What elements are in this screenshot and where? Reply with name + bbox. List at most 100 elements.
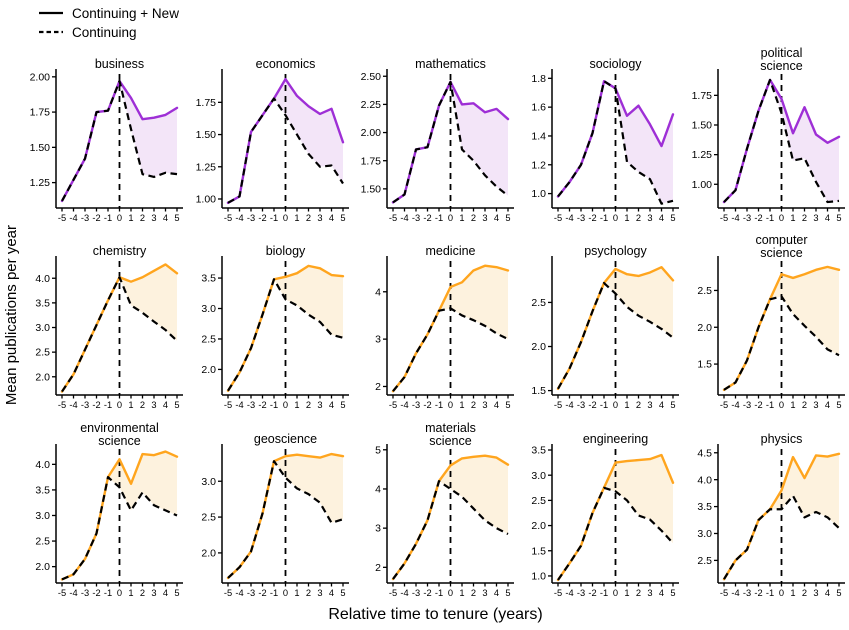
x-tick-label: 1 — [459, 400, 464, 410]
x-tick-label: 2 — [140, 588, 145, 598]
x-tick-label: 2 — [636, 400, 641, 410]
gap-fill-area — [558, 81, 674, 204]
legend-label-continuing: Continuing — [72, 24, 137, 40]
x-tick-label: -4 — [70, 588, 78, 598]
x-tick-label: 5 — [175, 400, 180, 410]
x-tick-label: 3 — [648, 213, 653, 223]
x-tick-label: 1 — [129, 588, 134, 598]
x-tick-label: 3 — [317, 400, 322, 410]
x-tick-label: -5 — [554, 588, 562, 598]
x-tick-label: 3 — [648, 400, 653, 410]
y-tick-label: 1.75 — [30, 107, 51, 119]
y-tick-label: 3.0 — [697, 528, 712, 540]
panel-title: science — [760, 246, 802, 260]
panel-title: environmental — [80, 421, 159, 435]
y-tick-label: 3.5 — [36, 298, 51, 310]
x-tick-label: 1 — [790, 213, 795, 223]
panel-title: physics — [760, 432, 802, 446]
x-tick-label: 0 — [779, 213, 784, 223]
y-tick-label: 1.00 — [195, 194, 216, 206]
y-tick-label: 3.0 — [201, 304, 216, 316]
x-tick-label: -2 — [93, 400, 101, 410]
x-tick-label: -5 — [720, 400, 728, 410]
y-tick-label: 2.5 — [532, 298, 547, 310]
gap-fill-area — [62, 264, 178, 393]
y-tick-label: 1.50 — [361, 184, 382, 196]
x-tick-label: -2 — [258, 588, 266, 598]
x-tick-label: -5 — [389, 588, 397, 598]
x-tick-label: 5 — [505, 588, 510, 598]
x-tick-label: 1 — [294, 213, 299, 223]
x-tick-label: 0 — [779, 400, 784, 410]
gap-fill-area — [62, 81, 178, 202]
x-tick-label: -4 — [70, 213, 78, 223]
x-tick-label: -5 — [389, 400, 397, 410]
x-tick-label: 4 — [659, 213, 664, 223]
x-tick-label: 3 — [813, 213, 818, 223]
x-tick-label: -2 — [589, 588, 597, 598]
continuing-plus-new-line — [226, 78, 344, 205]
x-tick-label: 4 — [659, 400, 664, 410]
continuing-line — [61, 475, 178, 581]
x-tick-label: 2 — [306, 400, 311, 410]
x-tick-label: 2 — [471, 213, 476, 223]
x-tick-label: 4 — [329, 213, 334, 223]
x-tick-label: -3 — [81, 588, 89, 598]
continuing-line — [392, 307, 509, 393]
x-tick-label: -3 — [81, 213, 89, 223]
x-tick-label: 1 — [129, 400, 134, 410]
x-tick-label: 2 — [140, 400, 145, 410]
x-tick-label: 4 — [659, 588, 664, 598]
x-tick-label: 0 — [117, 588, 122, 598]
x-tick-label: -5 — [720, 588, 728, 598]
panel-title: engineering — [583, 432, 648, 446]
x-tick-label: -4 — [566, 213, 574, 223]
x-tick-label: 5 — [836, 588, 841, 598]
continuing-plus-new-line — [722, 78, 840, 204]
x-tick-label: -2 — [754, 213, 762, 223]
x-tick-label: -1 — [600, 213, 608, 223]
y-tick-label: 3 — [375, 523, 381, 535]
y-tick-label: 2.0 — [532, 520, 547, 532]
x-tick-label: 5 — [505, 400, 510, 410]
x-tick-label: 2 — [306, 213, 311, 223]
y-tick-label: 3.0 — [36, 323, 51, 335]
x-tick-label: 1 — [790, 400, 795, 410]
x-tick-label: -4 — [566, 400, 574, 410]
x-tick-label: -5 — [554, 213, 562, 223]
x-tick-label: 0 — [283, 400, 288, 410]
x-tick-label: 5 — [340, 213, 345, 223]
y-axis-label-text: Mean publications per year — [2, 224, 20, 406]
panel-title: science — [429, 434, 471, 448]
y-tick-label: 2.5 — [697, 286, 712, 298]
panel-title: materials — [425, 421, 476, 435]
x-tick-label: -1 — [600, 400, 608, 410]
x-tick-label: 4 — [494, 588, 499, 598]
panel-mathematics: 1.50 1.75 2.00 2.25 2.50 -5 -4 -3 -2 -1 0 1 2 3 4 5 math… — [361, 57, 514, 223]
y-tick-label: 2.5 — [36, 535, 51, 547]
y-tick-label: 1.5 — [532, 545, 547, 557]
x-tick-label: -1 — [435, 588, 443, 598]
y-tick-label: 1.2 — [532, 160, 547, 172]
y-tick-label: 2.00 — [361, 127, 382, 139]
x-tick-label: 4 — [163, 400, 168, 410]
panel-environmental-science: 2.0 2.5 3.0 3.5 4.0 -5 -4 -3 -2 -1 0 1 2 3 4 5 environme… — [36, 421, 184, 598]
y-tick-label: 1.6 — [532, 102, 547, 114]
x-tick-label: -3 — [577, 588, 585, 598]
panel-psychology: 1.5 2.0 2.5 -5 -4 -3 -2 -1 0 1 2 3 4 5 psychology — [532, 244, 680, 410]
continuing-line — [723, 295, 840, 392]
y-tick-label: 1.75 — [691, 90, 712, 102]
x-tick-label: 2 — [636, 588, 641, 598]
x-tick-label: -2 — [423, 400, 431, 410]
panel-title: computer — [755, 233, 807, 247]
x-tick-label: 3 — [648, 588, 653, 598]
x-tick-label: 1 — [625, 588, 630, 598]
x-tick-label: -3 — [412, 400, 420, 410]
x-tick-label: 0 — [448, 588, 453, 598]
dashed-line-sample-icon — [39, 30, 63, 34]
y-tick-label: 2.5 — [697, 555, 712, 567]
x-tick-label: -1 — [104, 400, 112, 410]
y-tick-label: 2.5 — [201, 334, 216, 346]
x-tick-label: 1 — [459, 588, 464, 598]
